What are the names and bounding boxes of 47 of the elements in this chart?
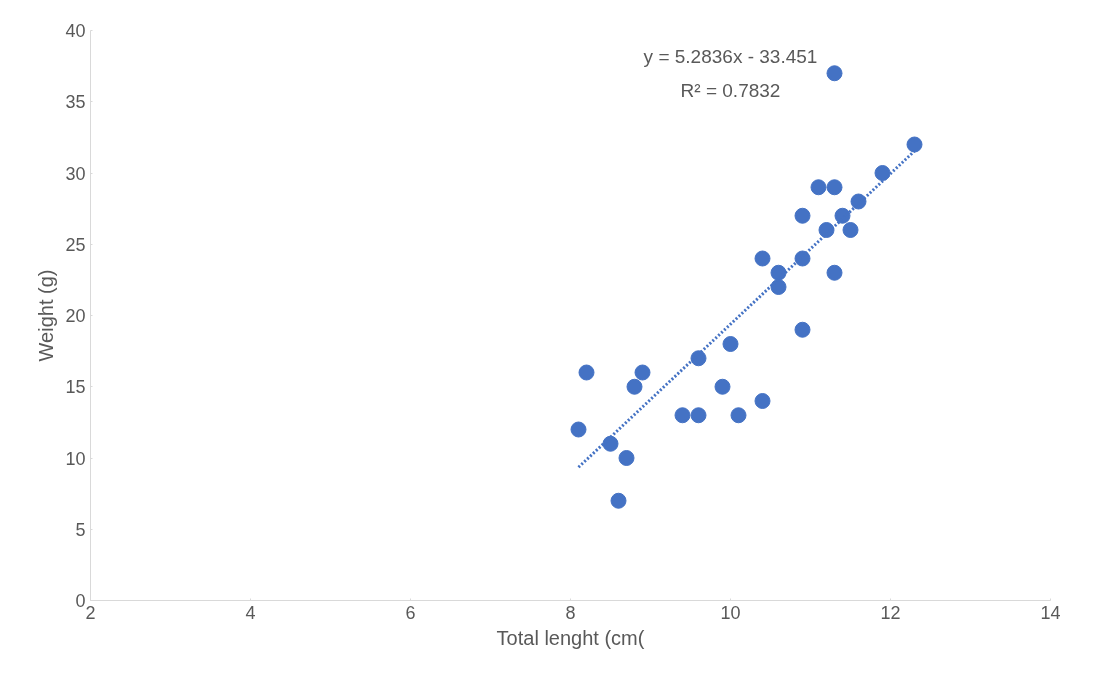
y-tick-label: 5 bbox=[75, 519, 86, 540]
point bbox=[610, 492, 627, 509]
point bbox=[674, 407, 691, 424]
point bbox=[906, 136, 923, 153]
x-tick-label: 8 bbox=[565, 602, 576, 623]
x-axis-title: Total lenght (cm( bbox=[496, 626, 645, 649]
y-tick-label: 25 bbox=[65, 234, 86, 255]
y-tick-label: 0 bbox=[75, 591, 86, 611]
point bbox=[818, 222, 835, 238]
point bbox=[754, 250, 771, 267]
point bbox=[634, 364, 651, 381]
point bbox=[578, 364, 595, 381]
point bbox=[626, 378, 643, 395]
point bbox=[730, 407, 747, 424]
x-tick-label: 10 bbox=[720, 602, 741, 623]
y-tick-label: 15 bbox=[65, 377, 86, 398]
point bbox=[754, 393, 771, 409]
x-tick-label: 2 bbox=[85, 602, 96, 623]
point bbox=[794, 321, 811, 338]
point bbox=[794, 207, 811, 224]
y-tick-label: 35 bbox=[65, 92, 86, 113]
point bbox=[618, 450, 635, 466]
x-tick-label: 14 bbox=[1040, 602, 1061, 623]
point bbox=[874, 165, 891, 181]
point bbox=[570, 421, 587, 438]
x-tick-label: 12 bbox=[880, 602, 901, 623]
point bbox=[842, 222, 859, 238]
point bbox=[834, 207, 851, 224]
point bbox=[602, 435, 619, 452]
x-tick-label: 6 bbox=[405, 602, 416, 623]
point bbox=[690, 350, 707, 367]
y-tick-label: 40 bbox=[65, 21, 86, 41]
y-tick-label: 20 bbox=[65, 306, 86, 326]
annotation: y = 5.2836x - 33.451 bbox=[643, 45, 818, 67]
point bbox=[770, 279, 787, 295]
y-axis-title: Weight (g) bbox=[35, 269, 58, 362]
point bbox=[722, 336, 739, 352]
point bbox=[810, 179, 827, 196]
point bbox=[690, 407, 707, 424]
x-tick-label: 4 bbox=[245, 602, 256, 623]
y-tick-label: 10 bbox=[65, 448, 86, 469]
y-tick-label: 30 bbox=[65, 163, 86, 184]
point bbox=[826, 264, 843, 281]
annotation: R² = 0.7832 bbox=[680, 79, 781, 101]
point bbox=[826, 179, 843, 196]
point bbox=[714, 378, 731, 395]
point bbox=[826, 65, 843, 82]
